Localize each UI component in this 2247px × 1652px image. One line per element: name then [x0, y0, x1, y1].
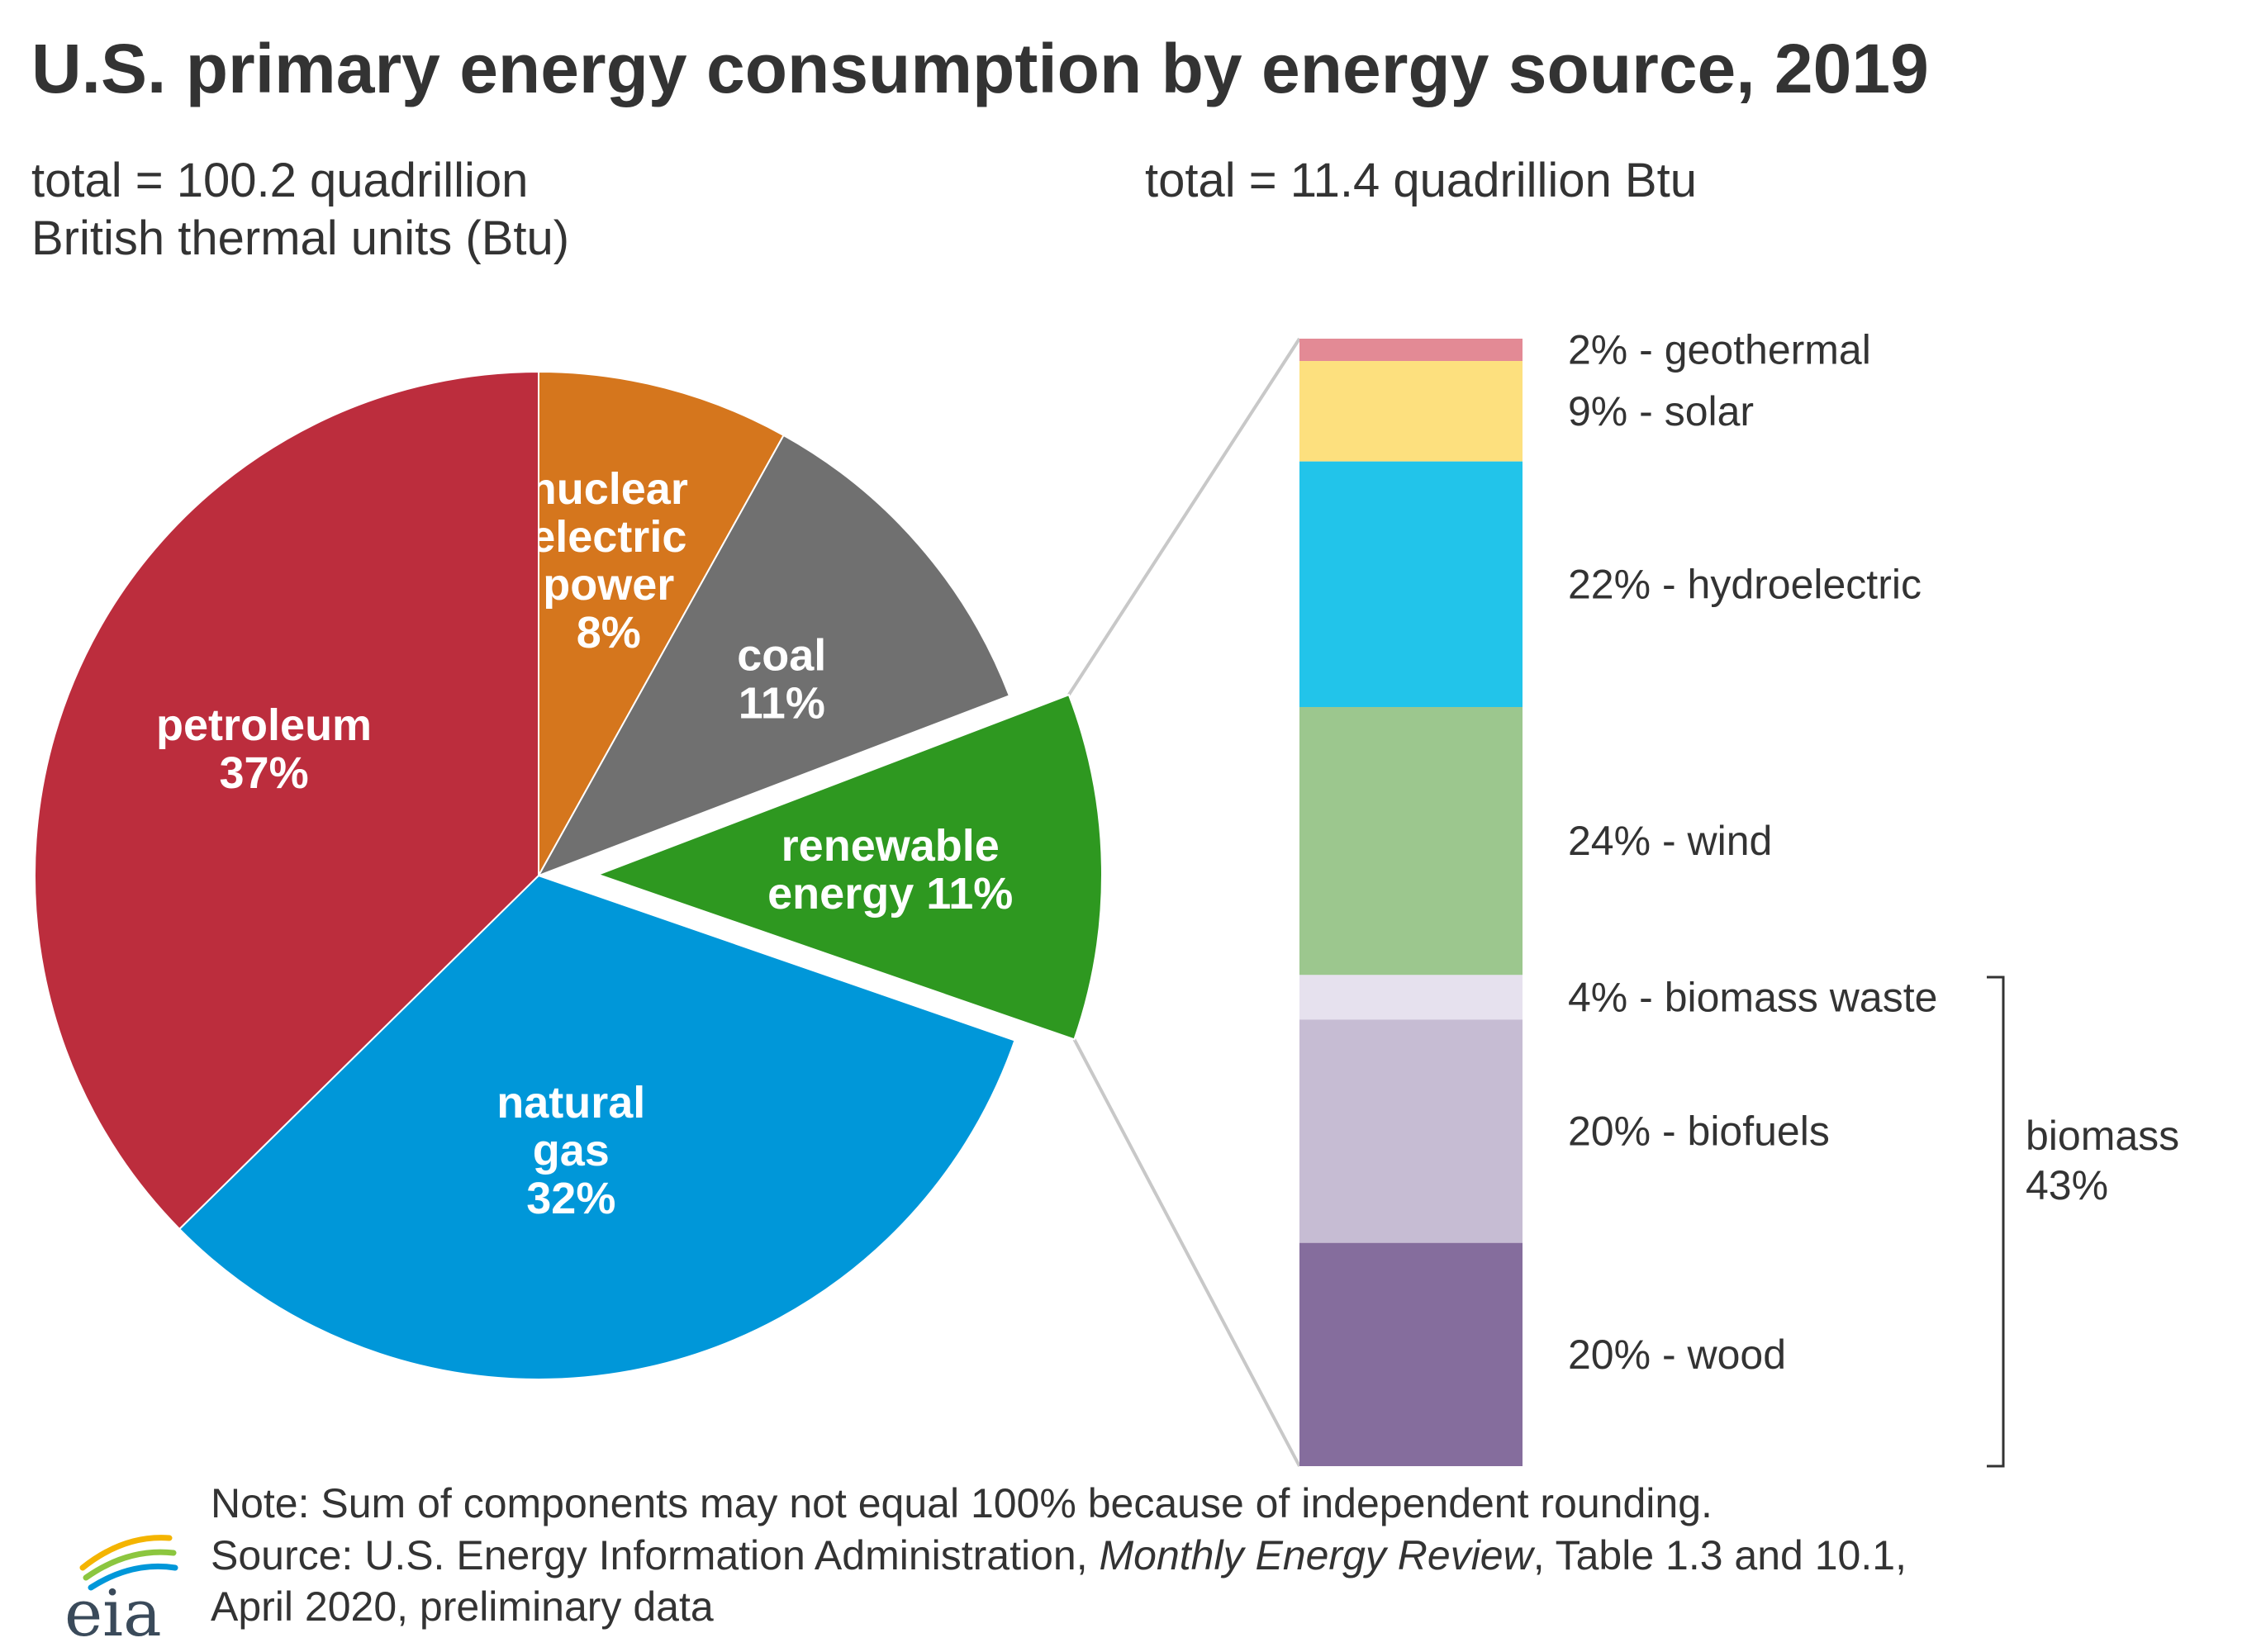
source-text: Source: U.S. Energy Information Administ…: [211, 1532, 1907, 1578]
pie-label-line: natural: [496, 1078, 645, 1127]
bar-segment-wood: [1299, 1242, 1523, 1466]
pie-label-line: 37%: [220, 748, 309, 798]
bar-segment-hydroelectric: [1299, 461, 1523, 707]
pie-label-line: renewable: [781, 821, 1000, 871]
bar-label-geothermal: 2% - geothermal: [1568, 327, 1871, 373]
connector-lines: [1067, 337, 1301, 1467]
connector-line-top: [1067, 337, 1301, 696]
pie-slice-petroleum: [34, 370, 539, 1231]
pie-label-line: petroleum: [156, 700, 372, 750]
bar-label-biofuels: 20% - biofuels: [1568, 1108, 1830, 1155]
pie-label-line: 11%: [739, 678, 825, 728]
pie-label-renewable-energy: renewable energy 11%: [767, 821, 1013, 919]
pie-label-line: coal: [737, 630, 826, 680]
bar-label-wood: 20% - wood: [1568, 1332, 1786, 1378]
pie-label-line: electric: [530, 512, 686, 562]
biomass-group-label: biomass: [2026, 1113, 2179, 1159]
pie-subtitle-line-1: total = 100.2 quadrillion: [31, 154, 528, 207]
note-text: Note: Sum of components may not equal 10…: [211, 1480, 1713, 1526]
bar-label-wind: 24% - wind: [1568, 818, 1772, 864]
source-prefix: Source: U.S. Energy Information Administ…: [211, 1532, 1100, 1578]
eia-logo-arc-icon-2: [83, 1549, 177, 1581]
eia-logo-arc-icon: [79, 1535, 173, 1571]
pie-slice-renewable-energy: [596, 693, 1103, 1041]
source-suffix: , Table 1.3 and 10.1,: [1533, 1532, 1907, 1578]
eia-logo-arc-icon-3: [88, 1563, 178, 1591]
pie-label-line: 32%: [526, 1174, 615, 1223]
bar-segment-wind: [1299, 706, 1523, 976]
bar-subtitle: total = 11.4 quadrillion Btu: [1145, 154, 1697, 207]
bar-segment-biomass-waste: [1299, 975, 1523, 1020]
chart-title: U.S. primary energy consumption by energ…: [31, 30, 1929, 107]
connector-line-bottom: [1072, 1038, 1301, 1467]
pie-label-nuclear-electric-power: nuclear electric power 8%: [530, 464, 688, 657]
pie-label-petroleum: petroleum 37%: [156, 700, 372, 798]
pie-label-line: gas: [533, 1126, 610, 1175]
pie-slice-coal: [536, 434, 1011, 877]
pie-label-line: 8%: [577, 608, 641, 657]
eia-logo: eia: [64, 1535, 178, 1651]
bar-label-hydroelectric: 22% - hydroelectric: [1568, 561, 1922, 607]
bar-segment-solar: [1299, 361, 1523, 462]
pie-subtitle-line-2: British thermal units (Btu): [31, 211, 569, 265]
biomass-group-value: 43%: [2026, 1162, 2108, 1208]
bar-segment-geothermal: [1299, 339, 1523, 362]
stacked-bar-chart: 2% - geothermal 9% - solar 22% - hydroelec…: [1299, 327, 1937, 1466]
source-line-2: April 2020, preliminary data: [211, 1583, 714, 1630]
bar-label-biomass-waste: 4% - biomass waste: [1568, 974, 1937, 1020]
pie-label-line: nuclear: [530, 464, 688, 514]
biomass-bracket: [1987, 976, 2005, 1468]
pie-label-line: power: [543, 560, 674, 610]
pie-label-coal: coal 11%: [737, 630, 826, 728]
pie-chart: nuclear electric power 8% coal 11% renewable en…: [34, 370, 1103, 1380]
pie-label-natural-gas: natural gas 32%: [496, 1078, 645, 1223]
pie-slice-natural-gas: [178, 874, 1016, 1380]
bar-segment-biofuels: [1299, 1019, 1523, 1243]
pie-label-line: energy 11%: [767, 869, 1013, 919]
bar-label-solar: 9% - solar: [1568, 388, 1754, 434]
eia-logo-text: eia: [64, 1577, 162, 1651]
pie-slice-nuclear-electric-power: [538, 370, 785, 879]
source-italic: Monthly Energy Review: [1100, 1532, 1536, 1578]
